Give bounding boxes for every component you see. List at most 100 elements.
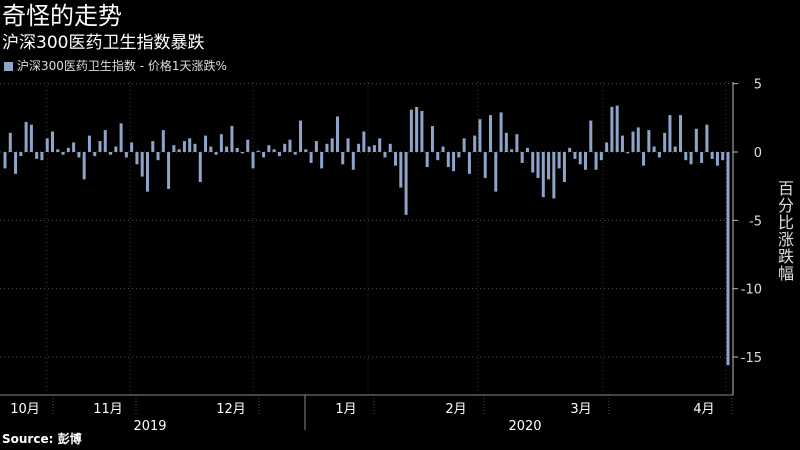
bar: [531, 152, 535, 173]
bar: [230, 126, 234, 152]
bar: [320, 152, 324, 169]
bar: [246, 139, 250, 152]
bar: [29, 124, 33, 152]
bar: [314, 141, 318, 152]
bar: [705, 124, 709, 152]
bar: [657, 152, 661, 158]
bar: [494, 152, 498, 192]
bar: [663, 132, 667, 152]
bar: [510, 149, 514, 152]
bar: [277, 152, 281, 157]
bar: [130, 142, 134, 152]
y-tick-label: -10: [741, 283, 762, 298]
bar: [409, 109, 413, 152]
chart-subtitle: 沪深300医药卫生指数暴跌: [2, 33, 205, 53]
bar: [156, 152, 160, 161]
bar: [536, 152, 540, 178]
bar: [182, 141, 186, 152]
bar: [98, 141, 102, 152]
bar: [283, 143, 287, 152]
bar: [520, 152, 524, 163]
bar: [293, 152, 297, 155]
bar: [272, 149, 276, 152]
x-tick-label: 12月: [216, 402, 246, 417]
bar: [610, 106, 614, 152]
bar: [668, 115, 672, 152]
bar: [82, 152, 86, 180]
bar: [87, 135, 91, 152]
bar: [467, 152, 471, 174]
bar: [19, 152, 23, 157]
bar: [615, 105, 619, 152]
bar: [562, 152, 566, 183]
bar: [552, 152, 556, 199]
bar: [415, 106, 419, 152]
bar: [288, 139, 292, 152]
bar: [209, 146, 213, 152]
bar: [452, 152, 456, 172]
y-tick-label: -15: [741, 351, 762, 366]
bar: [473, 135, 477, 152]
bar: [652, 146, 656, 152]
bar: [594, 152, 598, 170]
bar: [341, 152, 345, 165]
bar: [568, 147, 572, 152]
x-tick-label: 1月: [335, 402, 356, 417]
bar: [462, 138, 466, 152]
bar: [214, 152, 218, 155]
bar: [114, 146, 118, 152]
year-label: 2019: [133, 419, 166, 434]
bar: [309, 152, 313, 163]
bar: [589, 120, 593, 152]
bar: [715, 152, 719, 166]
bar: [499, 112, 503, 152]
legend-label: 沪深300医药卫生指数 - 价格1天涨跌%: [17, 59, 227, 73]
bar: [135, 152, 139, 165]
bar: [441, 146, 445, 152]
bar: [24, 121, 28, 152]
bar: [404, 152, 408, 215]
bar: [299, 120, 303, 152]
x-tick-label: 4月: [693, 402, 714, 417]
year-label: 2020: [508, 419, 541, 434]
bar: [525, 147, 529, 152]
bar: [700, 152, 704, 163]
bar: [8, 132, 12, 152]
bar: [710, 152, 714, 159]
bar: [388, 143, 392, 152]
bar: [188, 138, 192, 152]
bar: [204, 135, 208, 152]
bar: [151, 141, 155, 152]
bar: [694, 128, 698, 152]
bar: [240, 152, 244, 154]
bar: [109, 152, 113, 155]
bar: [351, 152, 355, 170]
bar: [478, 119, 482, 152]
bar: [66, 147, 70, 152]
bar: [346, 138, 350, 152]
chart-title: 奇怪的走势: [2, 2, 122, 30]
bar: [584, 152, 588, 170]
bar: [304, 149, 308, 152]
bar: [219, 134, 223, 152]
bar: [605, 142, 609, 152]
bar: [50, 131, 54, 152]
source-label: Source:: [2, 432, 54, 446]
bar: [335, 116, 339, 152]
bar: [14, 152, 18, 174]
bar: [679, 115, 683, 152]
bar: [103, 130, 107, 152]
bar: [721, 152, 725, 161]
bar: [726, 152, 730, 366]
bar: [436, 152, 440, 161]
bar: [325, 143, 329, 152]
bar: [684, 152, 688, 161]
bar: [425, 152, 429, 168]
bar: [262, 152, 266, 158]
bar: [172, 145, 176, 152]
bar: [631, 131, 635, 152]
bar: [430, 126, 434, 152]
bar: [77, 152, 81, 158]
bar: [362, 131, 366, 152]
bar: [145, 152, 149, 192]
